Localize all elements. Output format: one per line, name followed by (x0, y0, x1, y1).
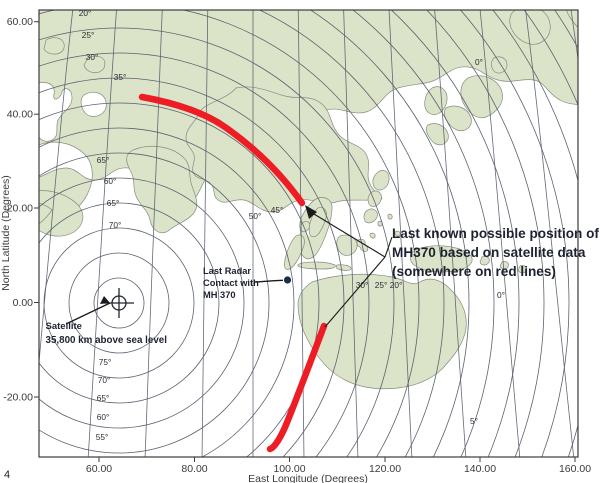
svg-text:30°: 30° (86, 52, 99, 62)
svg-text:MH370 based on satellite data: MH370 based on satellite data (392, 245, 586, 260)
svg-text:25°: 25° (82, 30, 95, 40)
svg-text:20°: 20° (390, 280, 403, 290)
svg-text:60.00: 60.00 (86, 463, 112, 475)
svg-text:35,800 km above sea level: 35,800 km above sea level (46, 335, 168, 346)
svg-text:120.00: 120.00 (369, 463, 401, 475)
svg-text:Satellite: Satellite (46, 321, 82, 332)
svg-text:65°: 65° (97, 155, 110, 165)
svg-text:0°: 0° (497, 290, 505, 300)
svg-text:4: 4 (4, 469, 10, 481)
svg-text:40.00: 40.00 (7, 109, 33, 121)
svg-text:160.00: 160.00 (559, 463, 591, 475)
svg-text:140.00: 140.00 (464, 463, 496, 475)
svg-text:5°: 5° (470, 416, 478, 426)
svg-text:MH 370: MH 370 (203, 290, 236, 300)
svg-text:65°: 65° (97, 393, 110, 403)
svg-text:East Longitude (Degrees): East Longitude (Degrees) (248, 473, 368, 483)
svg-text:Last known possible position o: Last known possible position of (392, 226, 599, 241)
svg-text:0°: 0° (475, 57, 483, 67)
svg-text:-20.00: -20.00 (3, 392, 33, 404)
svg-text:75°: 75° (99, 357, 112, 367)
svg-text:65°: 65° (107, 198, 120, 208)
svg-text:50°: 50° (249, 211, 262, 221)
svg-text:60°: 60° (104, 176, 117, 186)
svg-text:Contact with: Contact with (203, 278, 259, 288)
svg-text:North Latitude (Degrees): North Latitude (Degrees) (0, 175, 12, 291)
svg-text:70°: 70° (98, 375, 111, 385)
svg-text:Last Radar: Last Radar (203, 266, 251, 276)
svg-text:70°: 70° (109, 220, 122, 230)
svg-text:25°: 25° (375, 280, 388, 290)
svg-text:60°: 60° (97, 412, 110, 422)
svg-text:(somewhere on red lines): (somewhere on red lines) (392, 264, 556, 279)
svg-text:80.00: 80.00 (181, 463, 207, 475)
svg-text:55°: 55° (96, 432, 109, 442)
svg-text:0.00: 0.00 (13, 297, 34, 309)
svg-text:45°: 45° (271, 205, 284, 215)
svg-text:35°: 35° (114, 72, 127, 82)
svg-text:60.00: 60.00 (7, 16, 33, 28)
